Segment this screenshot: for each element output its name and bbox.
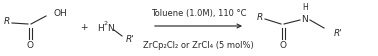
Text: 2: 2 — [103, 20, 107, 25]
Text: N: N — [302, 14, 308, 23]
Text: O: O — [279, 40, 287, 49]
Text: R: R — [4, 16, 10, 25]
Text: O: O — [26, 40, 34, 49]
Text: H: H — [97, 23, 103, 32]
Text: R: R — [257, 12, 263, 21]
Text: +: + — [80, 22, 88, 31]
Text: ZrCp₂Cl₂ or ZrCl₄ (5 mol%): ZrCp₂Cl₂ or ZrCl₄ (5 mol%) — [143, 40, 254, 49]
Text: R': R' — [334, 28, 343, 37]
Text: Toluene (1.0M), 110 °C: Toluene (1.0M), 110 °C — [151, 8, 246, 17]
Text: N: N — [107, 23, 113, 32]
Text: OH: OH — [54, 8, 68, 17]
Text: H: H — [302, 2, 308, 11]
Text: R': R' — [126, 35, 135, 44]
